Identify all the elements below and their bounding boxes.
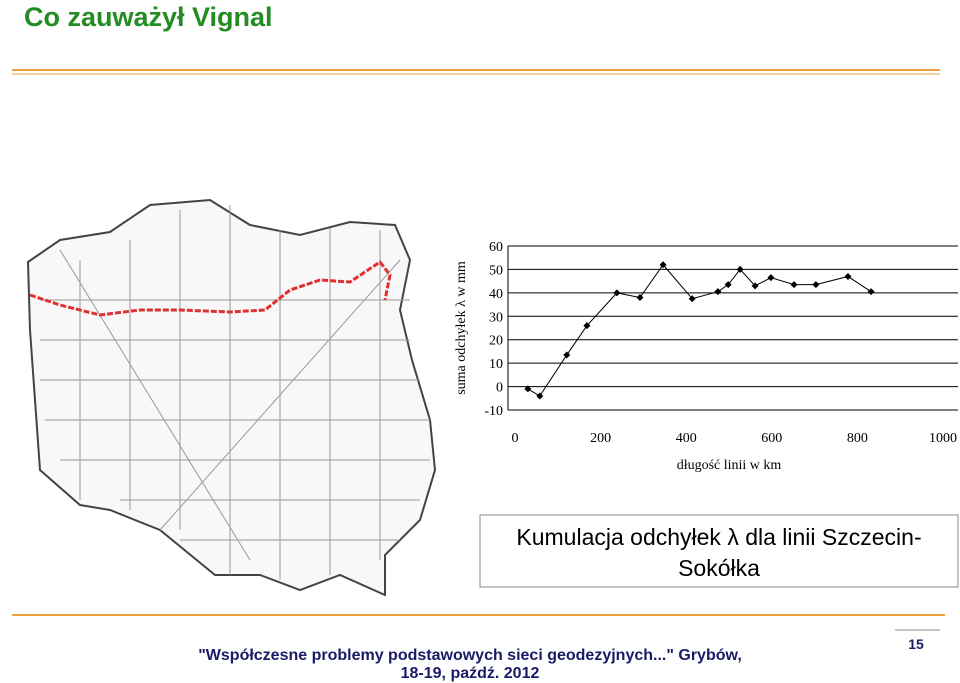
footer-line: 18-19, paźdź. 2012 xyxy=(401,665,540,682)
y-tick-label: 50 xyxy=(489,263,503,278)
x-tick-label: 800 xyxy=(847,431,868,446)
data-point xyxy=(844,272,852,280)
data-point xyxy=(767,274,775,282)
x-tick-label: 1000 xyxy=(929,431,957,446)
x-tick-label: 600 xyxy=(761,431,782,446)
footer-line: "Współczesne problemy podstawowych sieci… xyxy=(198,647,742,664)
data-point xyxy=(524,385,532,393)
data-line xyxy=(527,263,872,397)
y-axis-label: suma odchyłek λ w mm xyxy=(454,261,469,395)
y-tick-label: 10 xyxy=(489,357,503,372)
y-tick-label: 40 xyxy=(489,287,503,302)
data-point xyxy=(563,351,571,359)
x-axis-label: długość linii w km xyxy=(677,458,782,473)
data-point xyxy=(812,281,820,289)
y-tick-label: 20 xyxy=(489,334,503,349)
data-point xyxy=(688,295,696,303)
data-point xyxy=(751,282,759,290)
data-point xyxy=(583,322,591,330)
data-point xyxy=(613,289,621,297)
data-point xyxy=(636,294,644,302)
slide-title: Co zauważył Vignal xyxy=(24,2,273,32)
caption-line: Sokółka xyxy=(678,555,760,581)
caption-box xyxy=(479,514,959,588)
data-point xyxy=(659,261,667,269)
x-tick-label: 0 xyxy=(512,431,519,446)
data-point xyxy=(867,288,875,296)
y-tick-label: 60 xyxy=(489,240,503,255)
y-tick-label: 30 xyxy=(489,310,503,325)
data-point xyxy=(536,392,544,400)
data-point xyxy=(724,281,732,289)
page-number: 15 xyxy=(908,636,924,652)
data-point xyxy=(714,288,722,296)
map xyxy=(26,198,437,597)
y-tick-label: 0 xyxy=(496,381,503,396)
x-tick-label: 200 xyxy=(590,431,611,446)
data-point xyxy=(790,281,798,289)
x-tick-label: 400 xyxy=(676,431,697,446)
caption-line: Kumulacja odchyłek λ dla linii Szczecin- xyxy=(516,524,921,550)
data-point xyxy=(736,265,744,273)
y-tick-label: -10 xyxy=(484,404,503,419)
